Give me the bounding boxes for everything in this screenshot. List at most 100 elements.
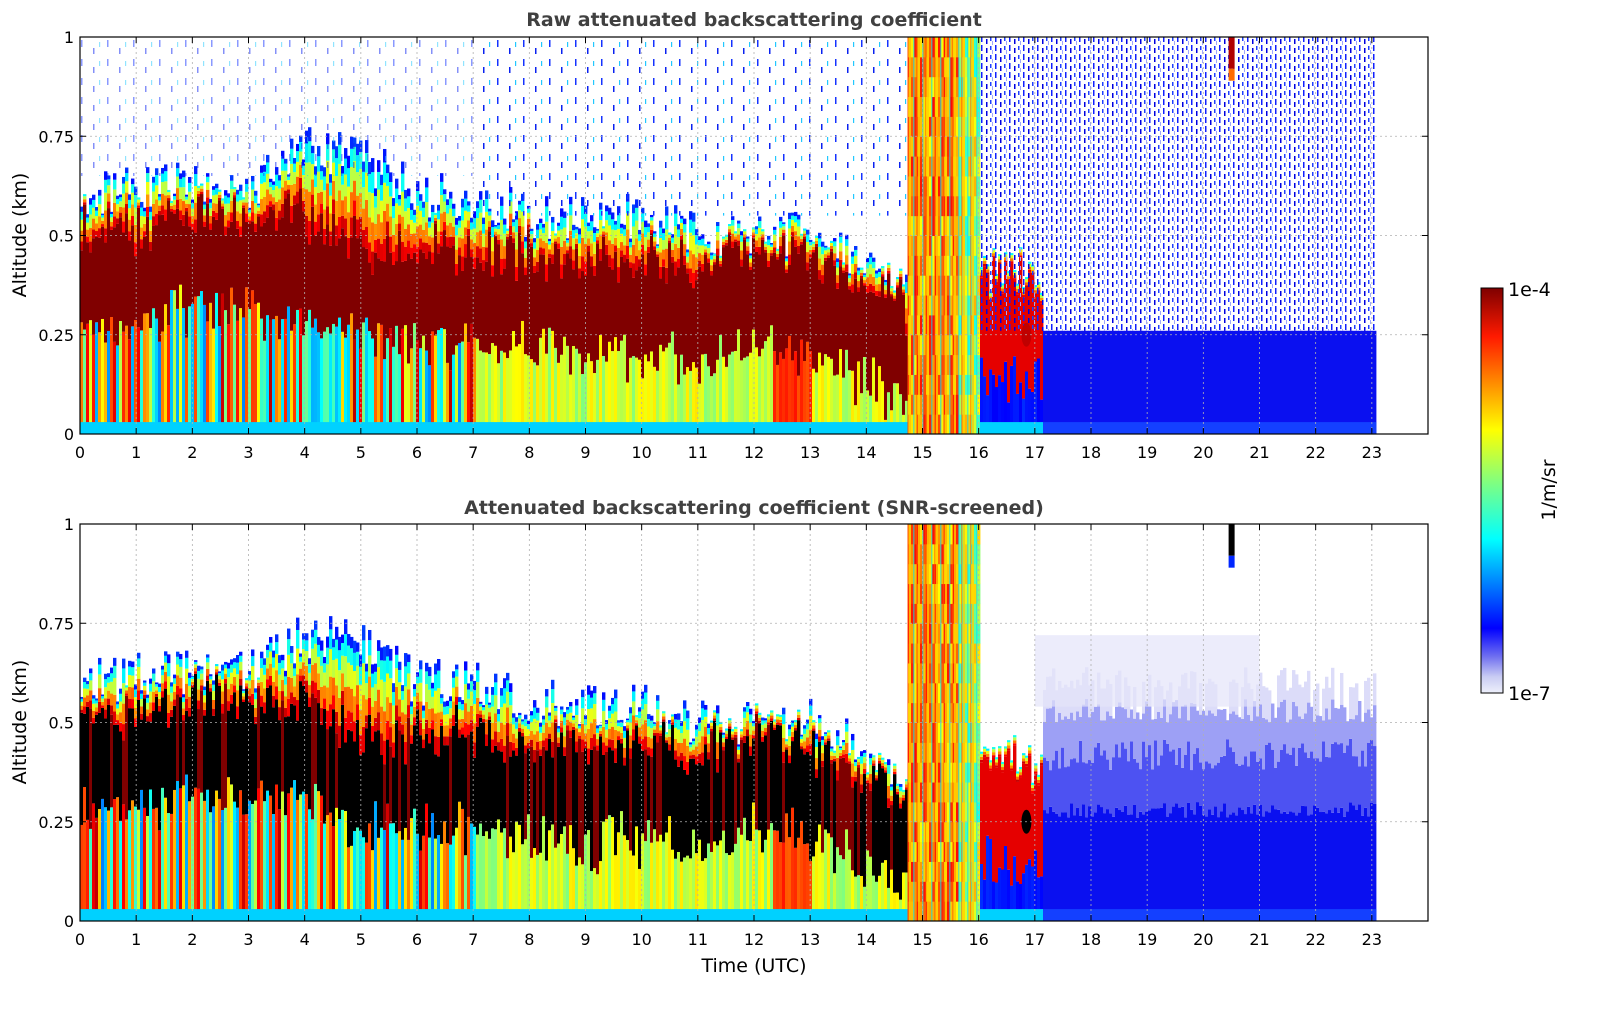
heat-cell <box>389 649 392 661</box>
heat-cell <box>785 265 788 269</box>
heat-cell <box>254 232 257 304</box>
heat-cell <box>596 750 599 874</box>
heat-cell <box>548 734 551 739</box>
heat-cell <box>854 250 857 256</box>
heat-cell <box>449 223 452 237</box>
heat-cell <box>578 732 581 736</box>
heat-cell <box>290 206 293 223</box>
heat-cell <box>290 704 293 788</box>
heat-cell <box>497 229 500 234</box>
heat-cell <box>1025 422 1028 434</box>
heat-cell <box>563 422 566 434</box>
heat-cell <box>392 198 395 206</box>
heat-cell <box>617 720 620 722</box>
heat-cell <box>542 422 545 434</box>
heat-cell <box>545 243 548 264</box>
heat-cell <box>368 715 371 824</box>
heat-cell <box>611 258 614 269</box>
heat-cell <box>173 700 176 706</box>
heat-cell <box>1109 422 1112 434</box>
heat-cell <box>512 222 515 226</box>
heat-cell <box>716 226 719 232</box>
heat-cell <box>131 699 134 708</box>
heat-cell <box>554 708 557 711</box>
heat-cell <box>824 248 827 251</box>
heat-cell <box>746 242 749 246</box>
heat-cell <box>698 422 701 434</box>
heat-cell <box>227 663 230 669</box>
heat-cell <box>371 664 374 673</box>
heat-cell <box>605 233 608 245</box>
heat-cell <box>209 303 212 434</box>
heat-cell <box>737 759 740 763</box>
heat-cell <box>191 676 194 677</box>
heat-cell <box>557 732 560 737</box>
heat-cell <box>545 738 548 750</box>
heat-cell <box>479 715 482 718</box>
heat-cell <box>89 214 92 228</box>
heat-cell <box>857 287 860 292</box>
heat-cell <box>233 662 236 668</box>
heat-cell <box>173 210 176 214</box>
heat-cell <box>1115 422 1118 434</box>
heat-cell <box>377 422 380 434</box>
heat-cell <box>458 238 461 248</box>
heat-cell <box>176 675 179 686</box>
heat-cell <box>338 670 341 698</box>
heat-cell <box>392 692 395 705</box>
heat-cell <box>554 242 557 244</box>
heat-cell <box>458 697 461 702</box>
heat-cell <box>473 758 476 827</box>
heat-cell <box>731 226 734 234</box>
heat-cell <box>125 819 128 921</box>
heat-cell <box>104 909 107 921</box>
heat-cell <box>683 709 686 722</box>
heat-cell <box>497 244 500 363</box>
heat-cell <box>311 909 314 921</box>
heat-cell <box>110 682 113 694</box>
heat-cell <box>407 718 410 840</box>
heat-cell <box>755 229 758 234</box>
heat-cell <box>101 702 104 705</box>
heat-cell <box>383 647 386 661</box>
heat-cell <box>233 909 236 921</box>
heat-cell <box>86 695 89 701</box>
heat-cell <box>542 224 545 228</box>
heat-cell <box>1106 422 1109 434</box>
heat-cell <box>860 278 863 393</box>
heat-cell <box>122 422 125 434</box>
heat-cell <box>494 909 497 921</box>
heat-cell <box>278 188 281 199</box>
heat-cell <box>683 265 686 375</box>
heat-cell <box>794 247 797 351</box>
heat-cell <box>524 354 527 434</box>
heat-cell <box>140 422 143 434</box>
heat-cell <box>506 723 509 736</box>
heat-cell <box>803 237 806 239</box>
heat-cell <box>146 816 149 921</box>
heat-cell <box>392 422 395 434</box>
heat-cell <box>1214 422 1217 434</box>
heat-cell <box>293 676 296 687</box>
heat-cell <box>413 223 416 234</box>
heat-cell <box>554 715 557 719</box>
heat-cell <box>137 327 140 434</box>
heat-cell <box>887 265 890 268</box>
heat-cell <box>179 210 182 219</box>
heat-cell <box>440 712 443 720</box>
heat-cell <box>395 203 398 224</box>
heat-cell <box>122 683 125 703</box>
heat-cell <box>413 422 416 434</box>
heat-cell <box>671 250 674 257</box>
heat-cell <box>272 185 275 190</box>
heat-cell <box>686 263 689 269</box>
heat-cell <box>425 243 428 259</box>
heat-cell <box>890 286 893 288</box>
heat-cell <box>176 188 179 200</box>
heat-cell <box>227 204 230 212</box>
heat-cell <box>431 697 434 709</box>
heat-cell <box>323 686 326 699</box>
heat-cell <box>437 422 440 434</box>
heat-cell <box>734 732 737 735</box>
heat-cell <box>176 177 179 189</box>
